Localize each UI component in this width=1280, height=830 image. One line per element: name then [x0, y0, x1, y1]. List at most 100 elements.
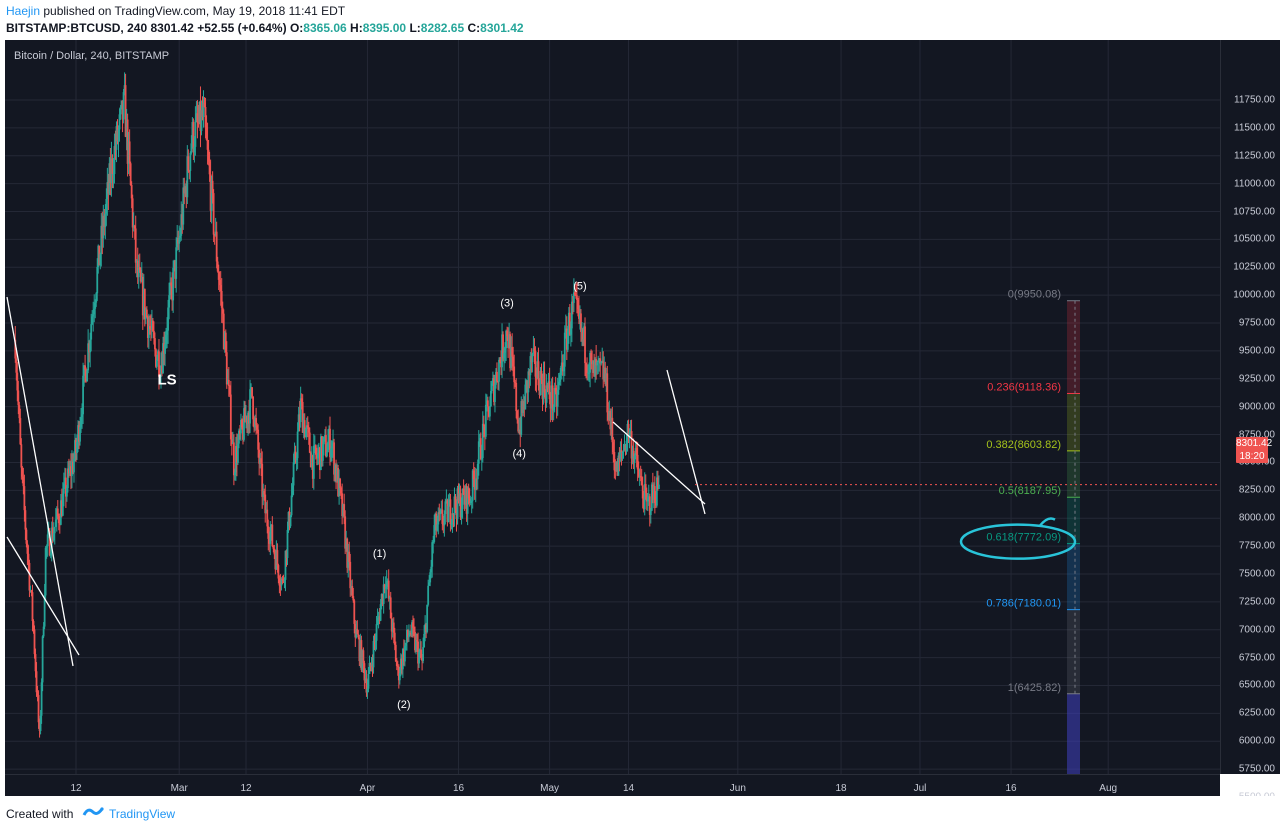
candle-body: [547, 381, 550, 389]
candle-body: [209, 174, 212, 211]
candle-body: [657, 484, 660, 490]
price-axis[interactable]: 5500.005750.006000.006250.006500.006750.…: [1220, 40, 1280, 803]
candle-body: [446, 500, 449, 523]
left-shoulder-label: LS: [157, 371, 176, 388]
candle-body: [378, 616, 381, 621]
candle-body: [400, 658, 403, 670]
candle-body: [530, 356, 533, 363]
candle-body: [292, 462, 295, 486]
candle-body: [528, 371, 531, 376]
candle-body: [502, 334, 504, 359]
candle-body: [521, 401, 524, 413]
candle-body: [383, 584, 386, 589]
candle-body: [113, 146, 116, 175]
candle-body: [321, 436, 323, 461]
candle-body: [580, 313, 582, 332]
highlight-ellipse-tail: [1039, 517, 1056, 527]
candle-body: [558, 375, 561, 382]
candle-body: [506, 330, 508, 337]
candle-body: [532, 348, 535, 354]
candle-body: [258, 449, 261, 464]
candle-body: [490, 390, 492, 407]
price-tick-label: 10000.00: [1233, 289, 1275, 301]
candle-body: [451, 513, 454, 525]
candle-body: [212, 193, 215, 235]
candle-body: [403, 645, 406, 662]
candle-body: [637, 469, 640, 478]
tradingview-logo-icon: [82, 807, 104, 816]
candle-body: [155, 349, 157, 367]
candle-body: [396, 666, 399, 668]
candle-body: [543, 373, 546, 393]
candle-body: [273, 548, 276, 555]
price-tick-label: 6250.00: [1238, 707, 1275, 719]
candle-body: [310, 455, 313, 468]
candle-body: [136, 260, 139, 278]
tradingview-brand-link[interactable]: TradingView: [109, 807, 176, 821]
candle-body: [610, 417, 613, 430]
candle-body: [343, 504, 346, 517]
candle-body: [67, 468, 69, 489]
candle-body: [398, 673, 401, 681]
candle-body: [602, 360, 605, 380]
author-link[interactable]: Haejin: [6, 4, 41, 18]
candle-body: [160, 365, 162, 377]
candle-body: [290, 495, 293, 516]
candle-body: [224, 332, 227, 353]
candle-body: [185, 186, 188, 198]
candle-body: [324, 435, 326, 438]
candle-body: [625, 440, 628, 452]
candle-body: [459, 493, 462, 518]
candle-body: [207, 149, 210, 162]
publish-line: Haejin published on TradingView.com, May…: [6, 4, 345, 18]
time-tick-label: 18: [835, 783, 847, 794]
candle-body: [166, 330, 168, 335]
candle-body: [373, 641, 376, 643]
candle-body: [492, 378, 494, 384]
candle-body: [477, 441, 480, 464]
candle-body: [325, 435, 327, 457]
candle-body: [632, 450, 635, 463]
candle-body: [174, 260, 177, 279]
price-tick-label: 11500.00: [1234, 122, 1275, 134]
candle-body: [495, 371, 497, 385]
candle-body: [626, 423, 629, 441]
candle-body: [494, 384, 496, 402]
candle-body: [131, 198, 134, 228]
time-axis[interactable]: 12 Mar 12 Apr 16 May 14 Jun 18 Jul 16 Aug: [5, 774, 1220, 797]
chart-canvas[interactable]: LS (1) (2) (3) (4) (5) 0(9950.08) 0.236(9118.36…: [5, 40, 1220, 814]
candle-body: [554, 387, 557, 392]
candle-body: [566, 330, 569, 350]
candle-body: [259, 458, 262, 464]
highlight-ellipse: [959, 523, 1077, 560]
candle-body: [435, 513, 438, 531]
candle-body: [631, 450, 634, 459]
candle-body: [622, 450, 625, 452]
candle-body: [559, 367, 562, 376]
price-tick-label: 9250.00: [1238, 373, 1275, 385]
candle-body: [276, 550, 279, 566]
candle-body: [468, 498, 471, 503]
candle-body: [112, 174, 115, 176]
wave-label: (3): [500, 297, 513, 309]
candle-body: [135, 260, 138, 263]
chart-pane[interactable]: LS (1) (2) (3) (4) (5) 0(9950.08) 0.236(9118.36…: [5, 40, 1220, 814]
candle-body: [234, 445, 237, 473]
candle-body: [289, 515, 292, 527]
time-tick-label: 12: [240, 783, 252, 794]
candle-body: [472, 470, 475, 480]
candle-body: [434, 513, 437, 526]
candle-body: [190, 143, 193, 153]
candle-body: [579, 313, 581, 319]
candle-body: [211, 180, 214, 194]
candle-body: [358, 637, 361, 662]
candle-body: [159, 376, 161, 378]
candle-body: [350, 586, 353, 589]
candle-body: [454, 496, 457, 509]
candle-body: [484, 404, 487, 437]
candle-body: [390, 618, 393, 632]
candle-body: [536, 361, 539, 378]
candle-body: [316, 453, 319, 459]
candle-body: [268, 538, 271, 544]
candle-body: [87, 343, 90, 371]
